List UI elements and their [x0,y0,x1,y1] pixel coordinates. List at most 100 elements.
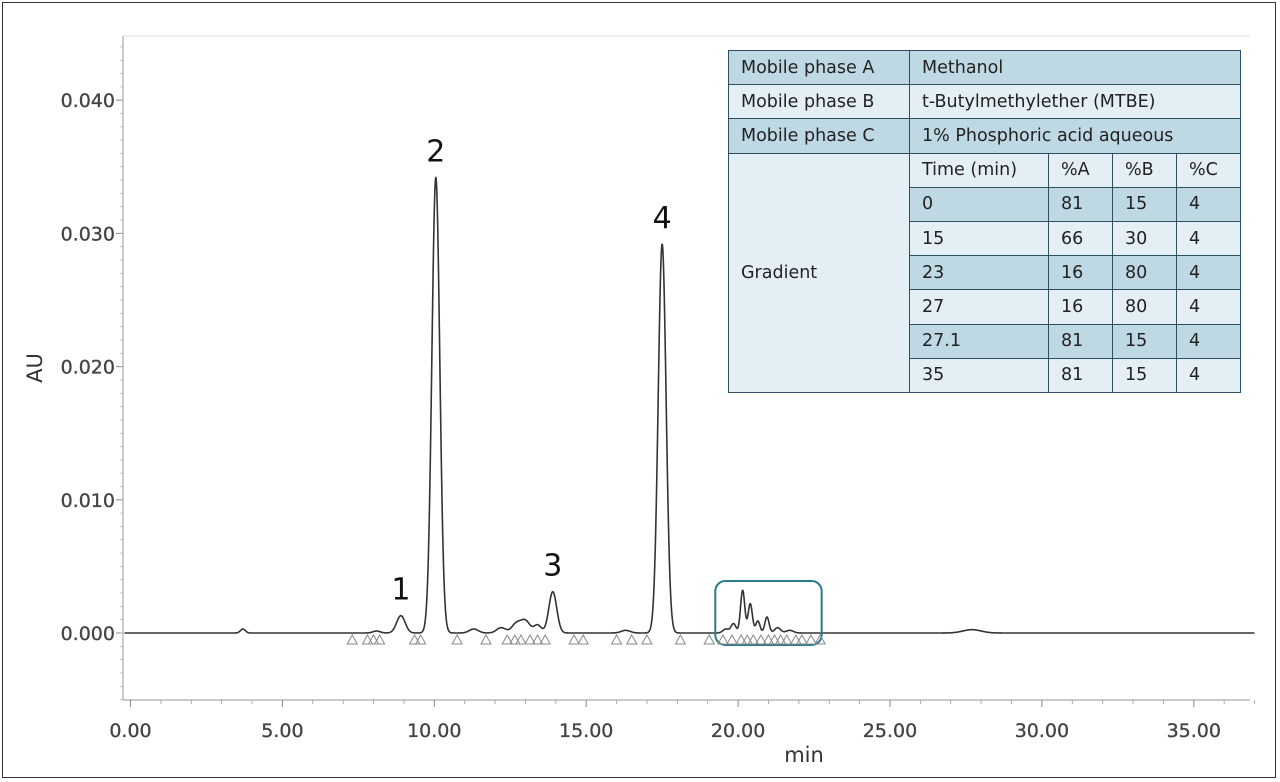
header-percent-c: %C [1176,152,1241,188]
integration-marker [741,633,754,645]
x-axis-title: min [784,743,824,767]
integration-marker [524,633,536,645]
table-row: 23 16 80 4 [729,255,1241,291]
peak-labels: 1 2 3 4 [391,134,671,607]
integration-marker [789,633,802,645]
table-cell: 30 [1112,220,1177,257]
integration-marker [531,633,544,645]
integration-marker [717,633,729,645]
mobile-b-label: Mobile phase B [728,84,910,120]
integration-marker [755,633,767,645]
table-cell: 4 [1176,357,1241,393]
mobile-c-value: 1% Phosphoric acid aqueous [909,118,1241,154]
table-cell: 16 [1048,255,1113,291]
integration-marker [610,633,623,645]
peak-label: 2 [426,134,445,169]
integration-marker [408,633,421,645]
table-cell: 15 [1112,357,1177,393]
integration-marker [508,633,521,645]
table-row-mobile-b: Mobile phase B t-Butylmethylether (MTBE) [728,84,1241,120]
integration-marker [703,633,716,645]
table-row: 0 81 15 4 [729,186,1241,222]
integration-marker [480,633,492,645]
integration-marker [625,633,638,645]
table-row-mobile-a: Mobile phase A Methanol [728,49,1241,86]
mobile-a-value: Methanol [909,49,1241,86]
table-cell: 15 [1112,323,1177,359]
gradient-label: Gradient [728,152,910,393]
table-row: 27 16 80 4 [729,289,1241,325]
axes [122,35,1250,701]
integration-marker [367,633,380,645]
integration-marker [515,633,527,645]
table-cell: 35 [909,357,1049,393]
integration-marker [414,633,427,645]
integration-marker [501,633,514,645]
integration-marker [735,633,747,645]
table-cell: 66 [1048,220,1113,257]
peak-label: 4 [653,201,672,236]
integration-marker [361,633,374,645]
header-percent-a: %A [1048,152,1113,188]
table-cell: 80 [1112,289,1177,325]
integration-marker [577,633,590,645]
table-row: 27.1 81 15 4 [729,323,1241,359]
mobile-a-label: Mobile phase A [728,49,910,86]
x-tick-label: 15.00 [559,720,613,742]
ticks: 0.00 5.00 10.00 15.00 20.00 25.00 30.00 35.00 0.… [60,46,1255,742]
x-tick-label: 5.00 [261,720,303,742]
integration-marker [568,633,580,645]
mobile-b-value: t-Butylmethylether (MTBE) [909,84,1241,120]
integration-marker [814,633,826,645]
integration-marker [451,633,463,645]
x-tick-label: 35.00 [1167,720,1221,742]
table-row-gradient-header: Gradient Time (min) %A %B %C [728,152,1241,393]
table-cell: 27 [909,289,1049,325]
x-tick-label: 0.00 [109,720,151,742]
table-cell: 81 [1048,323,1113,359]
table-row-mobile-c: Mobile phase C 1% Phosphoric acid aqueou… [728,118,1241,154]
gradient-table: Mobile phase A Methanol Mobile phase B t… [728,49,1241,393]
table-cell: 81 [1048,357,1113,393]
x-tick-label: 25.00 [863,720,917,742]
integration-marker [780,633,793,645]
integration-marker [774,633,787,645]
integration-marker [762,633,775,645]
table-cell: 27.1 [909,323,1049,359]
integration-marker [805,633,817,645]
integration-marker [796,633,808,645]
integration-marker [768,633,781,645]
y-tick-label: 0.000 [61,623,115,645]
integration-marker [726,633,738,645]
y-tick-label: 0.020 [61,357,115,379]
header-time: Time (min) [909,152,1049,188]
mobile-c-label: Mobile phase C [728,118,910,154]
y-tick-label: 0.040 [61,90,115,112]
table-cell: 80 [1112,255,1177,291]
table-cell: 16 [1048,289,1113,325]
integration-marker [346,633,359,645]
chromatogram-line [124,176,1256,634]
table-cell: 15 [1112,186,1177,222]
y-axis-title: AU [23,353,47,383]
table-cell: 15 [909,220,1049,257]
trace [124,176,1256,646]
integration-marker [747,633,760,645]
header-percent-b: %B [1112,152,1177,188]
table-cell: 4 [1176,255,1241,291]
highlight-box [714,580,823,646]
peak-label: 1 [391,573,410,608]
peak-label: 3 [543,549,562,584]
integration-marker [641,633,653,645]
integration-marker [674,633,687,645]
table-cell: 4 [1176,323,1241,359]
table-cell: 4 [1176,289,1241,325]
table-row: 35 81 15 4 [729,357,1241,393]
table-cell: 0 [909,186,1049,222]
y-tick-label: 0.030 [61,223,115,245]
x-tick-label: 10.00 [407,720,461,742]
table-cell: 81 [1048,186,1113,222]
table-cell: 23 [909,255,1049,291]
